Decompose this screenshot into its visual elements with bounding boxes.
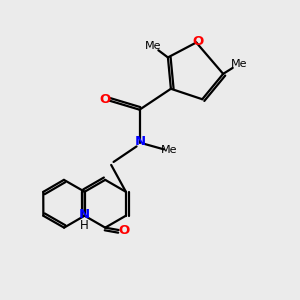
Text: N: N (78, 208, 89, 221)
Text: Me: Me (161, 145, 178, 155)
Text: N: N (135, 135, 146, 148)
Text: H: H (80, 219, 88, 232)
Text: O: O (100, 93, 111, 106)
Text: Me: Me (230, 59, 247, 69)
Text: O: O (192, 35, 203, 48)
Text: O: O (118, 224, 129, 236)
Text: Me: Me (145, 41, 161, 51)
